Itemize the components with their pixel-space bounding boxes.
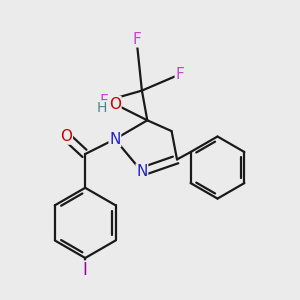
Text: I: I xyxy=(83,261,88,279)
Text: F: F xyxy=(132,32,141,47)
Text: N: N xyxy=(136,164,148,179)
Text: H: H xyxy=(97,101,107,115)
Text: N: N xyxy=(109,132,121,147)
Text: F: F xyxy=(175,67,184,82)
Text: F: F xyxy=(100,94,109,109)
Text: O: O xyxy=(60,129,72,144)
Text: O: O xyxy=(109,97,121,112)
